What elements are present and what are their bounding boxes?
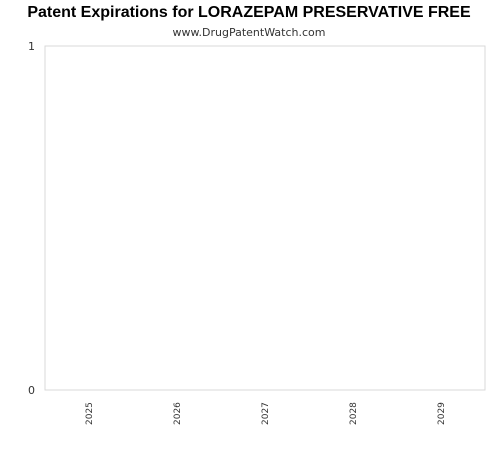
y-tick-label: 1 xyxy=(28,40,35,53)
plot-area-frame xyxy=(45,46,485,390)
x-axis-ticks: 2025 2026 2027 2028 2029 xyxy=(85,402,447,425)
chart-title: Patent Expirations for LORAZEPAM PRESERV… xyxy=(27,4,471,21)
x-tick-label: 2029 xyxy=(437,402,447,425)
y-axis-ticks: 01 xyxy=(28,40,35,397)
y-tick-label: 0 xyxy=(28,384,35,397)
x-tick-label: 2027 xyxy=(261,402,271,425)
chart-subtitle: www.DrugPatentWatch.com xyxy=(173,26,326,39)
x-tick-label: 2025 xyxy=(85,402,95,425)
x-tick-label: 2028 xyxy=(349,402,359,425)
x-tick-label: 2026 xyxy=(173,402,183,425)
